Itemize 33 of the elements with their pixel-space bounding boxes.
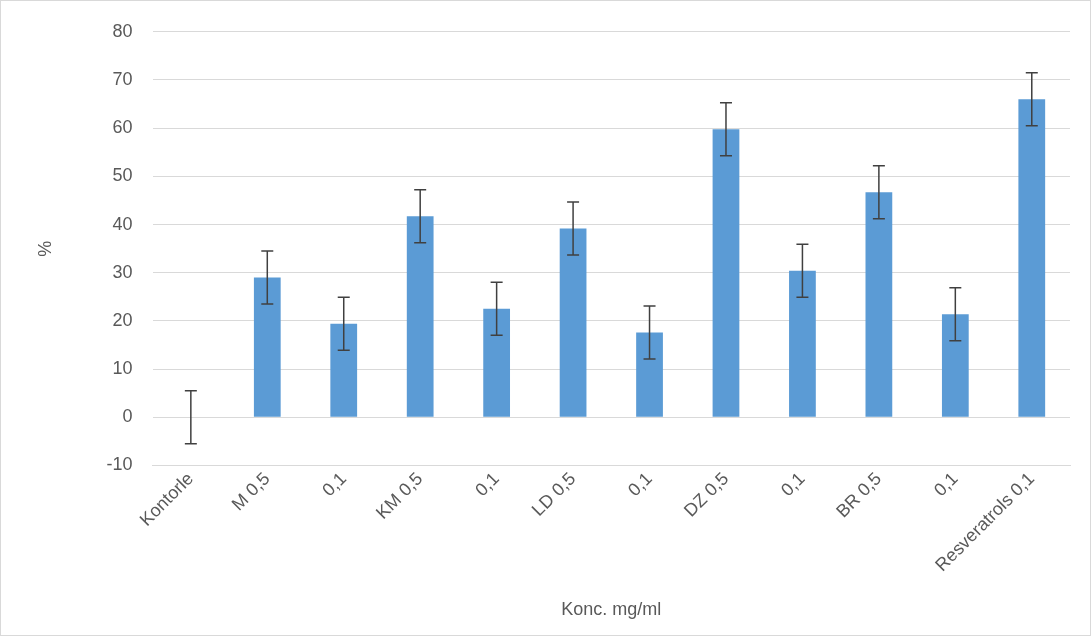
y-tick-label: 0 bbox=[122, 406, 133, 427]
y-tick-label: 30 bbox=[112, 261, 133, 282]
bar bbox=[483, 308, 511, 417]
x-axis-title: Konc. mg/ml bbox=[561, 599, 662, 620]
y-tick-label: 40 bbox=[112, 213, 133, 234]
bar bbox=[789, 270, 816, 417]
y-axis-title: % bbox=[34, 240, 55, 257]
x-tick-label: 0,1 bbox=[471, 468, 503, 501]
y-tick-label: 80 bbox=[112, 20, 133, 41]
y-tick-label: 20 bbox=[112, 309, 133, 330]
x-tick-label: 0,1 bbox=[929, 468, 962, 501]
bar bbox=[712, 129, 740, 417]
x-tick-label: 0,1 bbox=[776, 468, 809, 501]
y-tick-label: 60 bbox=[112, 117, 133, 138]
x-tick-label: LD 0,5 bbox=[527, 468, 580, 520]
x-tick-label: BR 0,5 bbox=[832, 468, 886, 522]
bar bbox=[559, 228, 587, 417]
bar bbox=[406, 216, 434, 417]
bar bbox=[865, 192, 893, 417]
bar bbox=[1018, 99, 1046, 417]
y-tick-label: 10 bbox=[112, 358, 133, 379]
y-tick-label: 70 bbox=[112, 68, 133, 89]
bar bbox=[941, 314, 969, 417]
x-tick-label: M 0,5 bbox=[227, 468, 274, 515]
bar bbox=[330, 323, 358, 417]
x-tick-label: 0,1 bbox=[318, 468, 351, 501]
bar bbox=[253, 277, 281, 417]
y-tick-label: 50 bbox=[112, 165, 133, 186]
bar bbox=[636, 332, 663, 417]
x-tick-label: DZ 0,5 bbox=[679, 468, 733, 521]
y-tick-label: -10 bbox=[106, 454, 133, 475]
x-tick-label: KM 0,5 bbox=[372, 468, 427, 523]
x-tick-label: 0,1 bbox=[624, 468, 656, 501]
